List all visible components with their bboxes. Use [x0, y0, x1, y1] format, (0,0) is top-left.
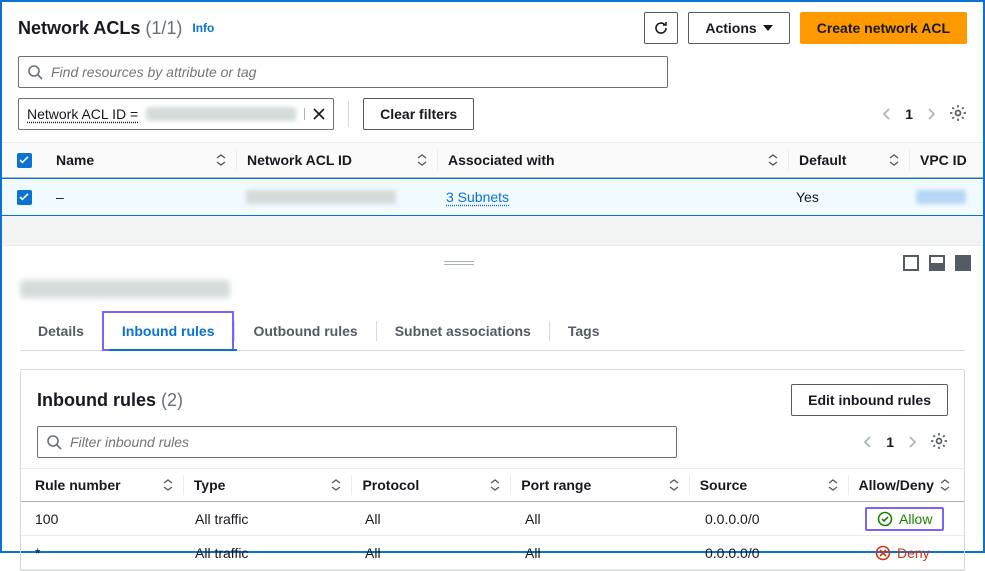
rules-search-input[interactable] — [70, 434, 668, 450]
search-icon — [46, 434, 62, 450]
search-input[interactable] — [51, 64, 659, 80]
rules-row: 100 All traffic All All 0.0.0.0/0 Allow — [21, 502, 964, 536]
acl-table-header: Name Network ACL ID Associated with Defa… — [2, 142, 983, 178]
rcol-source: Source — [700, 477, 747, 493]
settings-button[interactable] — [949, 104, 967, 125]
tab-subnet[interactable]: Subnet associations — [377, 313, 549, 349]
col-assoc-label: Associated with — [448, 152, 555, 168]
info-link[interactable]: Info — [192, 21, 214, 35]
select-all-checkbox[interactable] — [17, 153, 32, 168]
cell-acl-redacted — [246, 190, 396, 204]
check-icon — [19, 156, 29, 164]
detail-pane-top — [2, 246, 983, 276]
page-title: Network ACLs (1/1) — [18, 18, 182, 39]
row-checkbox[interactable] — [17, 190, 32, 205]
sort-rallow[interactable] — [940, 479, 950, 491]
rules-table-header: Rule number Type Protocol Port range Sou… — [21, 468, 964, 502]
filter-chip-value-redacted — [146, 107, 296, 121]
rules-count: (2) — [161, 390, 183, 410]
rcol-proto: Protocol — [362, 477, 419, 493]
resource-count: (1/1) — [145, 18, 182, 38]
rules-pager: 1 — [864, 434, 916, 450]
cell-rnum: 100 — [25, 511, 185, 527]
check-icon — [19, 193, 29, 201]
gap-band — [2, 216, 983, 246]
cell-rport: All — [515, 511, 695, 527]
search-row — [2, 52, 983, 98]
cell-rsource: 0.0.0.0/0 — [695, 511, 855, 527]
rules-page-prev[interactable] — [864, 436, 872, 448]
search-box[interactable] — [18, 56, 668, 88]
page-prev[interactable] — [883, 108, 891, 120]
tab-tags[interactable]: Tags — [550, 313, 618, 349]
actions-button[interactable]: Actions — [688, 12, 789, 44]
edit-inbound-rules-button[interactable]: Edit inbound rules — [791, 384, 948, 416]
rcol-allow: Allow/Deny — [859, 477, 934, 493]
rcol-port: Port range — [521, 477, 591, 493]
page-number: 1 — [905, 106, 913, 122]
sort-assoc[interactable] — [768, 154, 778, 166]
sort-default[interactable] — [889, 154, 899, 166]
sort-acl[interactable] — [417, 154, 427, 166]
divider — [348, 101, 349, 127]
filter-chip-remove[interactable] — [304, 108, 325, 120]
cell-vpc-redacted — [916, 190, 966, 204]
col-vpc-label: VPC ID — [920, 152, 967, 168]
rules-search-box[interactable] — [37, 426, 677, 458]
rules-title: Inbound rules (2) — [37, 390, 183, 411]
tab-details[interactable]: Details — [20, 313, 102, 349]
tab-inbound[interactable]: Inbound rules — [102, 311, 235, 351]
gear-icon — [949, 104, 967, 122]
filter-row: Network ACL ID = Clear filters 1 — [2, 98, 983, 142]
acl-table-row[interactable]: – 3 Subnets Yes — [2, 178, 983, 216]
sort-name[interactable] — [216, 154, 226, 166]
rules-page-number: 1 — [886, 434, 894, 450]
allow-pill: Allow — [865, 507, 944, 531]
gear-icon — [930, 432, 948, 450]
detail-tabs: Details Inbound rules Outbound rules Sub… — [2, 311, 983, 351]
cell-name: – — [46, 189, 236, 205]
pager: 1 — [883, 106, 935, 122]
rules-settings-button[interactable] — [930, 432, 948, 453]
sort-rnum[interactable] — [163, 479, 173, 491]
cell-rtype: All traffic — [185, 511, 355, 527]
tab-outbound[interactable]: Outbound rules — [235, 313, 375, 349]
rules-row: * All traffic All All 0.0.0.0/0 Deny — [21, 536, 964, 570]
page-header: Network ACLs (1/1) Info Actions Create n… — [2, 2, 983, 52]
rcol-num: Rule number — [35, 477, 121, 493]
sort-rsource[interactable] — [828, 479, 838, 491]
inbound-rules-panel: Inbound rules (2) Edit inbound rules 1 R… — [20, 369, 965, 571]
panel-full-icon[interactable] — [955, 255, 971, 271]
page-next[interactable] — [927, 108, 935, 120]
panel-min-icon[interactable] — [903, 255, 919, 271]
drag-handle[interactable] — [444, 261, 474, 265]
col-default-label: Default — [799, 152, 846, 168]
create-acl-button[interactable]: Create network ACL — [800, 12, 967, 44]
col-name-label: Name — [56, 152, 94, 168]
col-acl-label: Network ACL ID — [247, 152, 352, 168]
rcol-type: Type — [194, 477, 226, 493]
allow-icon — [877, 511, 893, 527]
close-icon — [313, 108, 325, 120]
panel-half-icon[interactable] — [929, 255, 945, 271]
refresh-button[interactable] — [644, 12, 678, 44]
caret-down-icon — [763, 25, 773, 31]
filter-chip-label: Network ACL ID = — [27, 106, 138, 122]
sort-rproto[interactable] — [490, 479, 500, 491]
detail-title-redacted — [20, 280, 230, 298]
filter-chip[interactable]: Network ACL ID = — [18, 98, 334, 130]
cell-assoc-link[interactable]: 3 Subnets — [446, 189, 509, 205]
detail-title — [2, 276, 983, 311]
clear-filters-button[interactable]: Clear filters — [363, 98, 474, 130]
cell-rproto: All — [355, 511, 515, 527]
sort-rport[interactable] — [669, 479, 679, 491]
cell-default: Yes — [786, 189, 906, 205]
search-icon — [27, 64, 43, 80]
sort-rtype[interactable] — [331, 479, 341, 491]
rules-page-next[interactable] — [908, 436, 916, 448]
refresh-icon — [653, 20, 669, 36]
